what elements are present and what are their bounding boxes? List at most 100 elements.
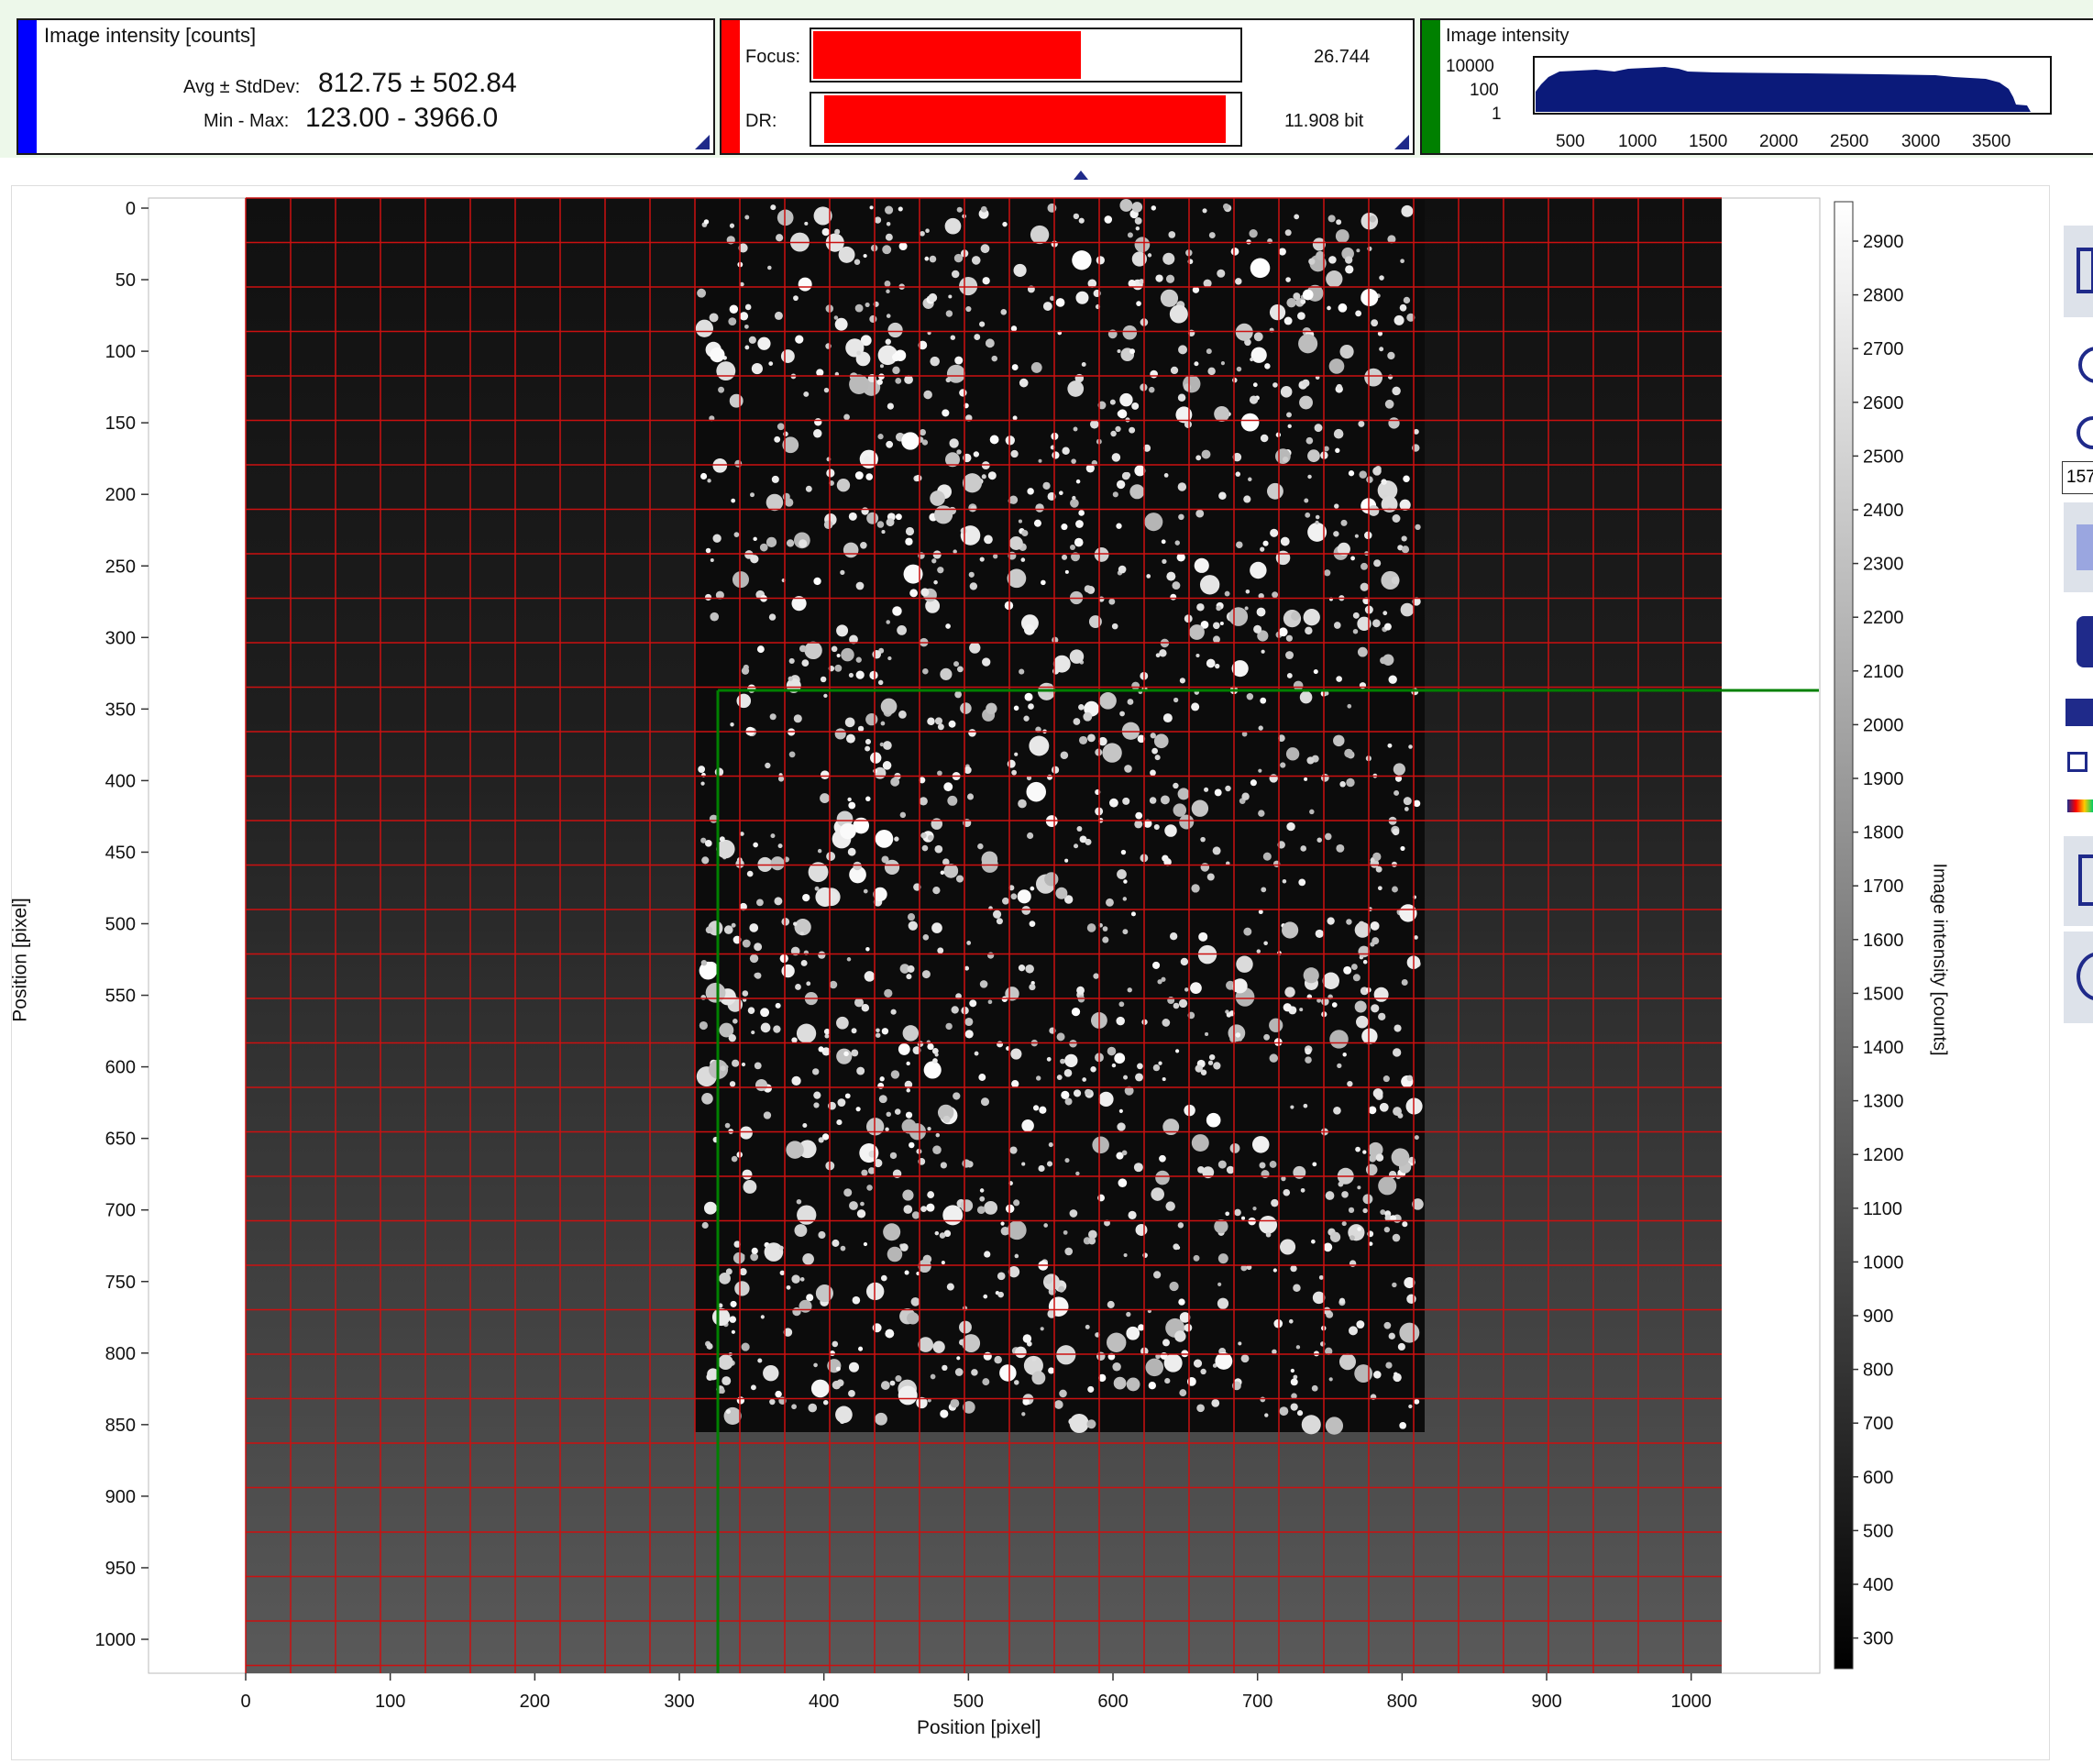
speckle-dot	[1269, 304, 1286, 321]
speckle-dot	[1168, 231, 1176, 238]
speckle-dot	[733, 1240, 741, 1248]
speckle-dot	[1093, 973, 1099, 979]
speckle-dot	[788, 751, 796, 758]
speckle-dot	[1011, 1079, 1019, 1088]
speckle-dot	[1176, 553, 1185, 562]
speckle-dot	[1180, 957, 1189, 966]
speckle-dot	[855, 670, 865, 679]
speckle-dot	[1162, 558, 1167, 565]
speckle-dot	[980, 1097, 990, 1107]
speckle-dot	[1206, 348, 1212, 355]
speckle-dot	[884, 281, 891, 287]
expand-corner-icon[interactable]	[695, 135, 710, 149]
snapshot-button[interactable]	[2064, 612, 2093, 704]
speckle-dot	[1226, 1165, 1235, 1174]
layout-grid-button[interactable]	[2064, 226, 2093, 317]
speckle-dot	[1369, 215, 1376, 223]
speckle-dot	[1368, 504, 1380, 516]
focus-bar	[810, 28, 1242, 83]
x-tick-label: 200	[520, 1692, 550, 1712]
speckle-dot	[806, 981, 811, 987]
speckle-dot	[892, 353, 901, 362]
speckle-dot	[1335, 229, 1349, 243]
speckle-dot	[1191, 1134, 1209, 1152]
speckle-dot	[920, 588, 930, 597]
speckle-dot	[1104, 215, 1113, 224]
speckle-dot	[1041, 579, 1046, 586]
zoom-in-button[interactable]	[2064, 334, 2093, 407]
speckle-dot	[1027, 832, 1034, 840]
focus-dr-panel[interactable]: Focus: 26.744 DR: 11.908 bit	[720, 18, 1415, 155]
x-axis-ticks: 0 100 200 300 400 500 600 700 800 900 1000	[240, 1673, 1712, 1712]
speckle-dot	[1307, 522, 1327, 542]
speckle-dot	[1161, 539, 1166, 545]
speckle-dot	[1299, 1008, 1304, 1012]
intensity-stats-panel[interactable]: Image intensity [counts] Avg ± StdDev: 8…	[17, 18, 715, 155]
speckle-dot	[1104, 1219, 1110, 1227]
speckle-dot	[1400, 259, 1405, 264]
speckle-dot	[1163, 1353, 1183, 1373]
speckle-dot	[945, 310, 953, 317]
y-tick-label: 750	[105, 1273, 136, 1293]
speckle-dot	[902, 1025, 920, 1042]
speckle-dot	[1213, 1062, 1221, 1070]
speckle-dot	[945, 452, 961, 468]
speckle-dot	[940, 1409, 949, 1418]
collapse-panels-icon[interactable]	[1074, 171, 1088, 180]
speckle-dot	[1305, 1056, 1312, 1064]
speckle-dot	[937, 770, 942, 777]
speckle-dot	[1172, 581, 1181, 590]
speckle-dot	[1286, 412, 1292, 418]
speckle-dot	[953, 1092, 961, 1100]
colorbar-tick-label: 2200	[1863, 608, 1904, 628]
speckle-dot	[1240, 1216, 1246, 1220]
zoom-level-field[interactable]: 157	[2062, 461, 2093, 494]
speckle-dot	[898, 206, 903, 212]
speckle-dot	[1173, 1243, 1180, 1251]
expand-corner-icon[interactable]	[1394, 135, 1409, 149]
speckle-dot	[1129, 426, 1136, 434]
speckle-dot	[921, 439, 929, 446]
colorbar[interactable]	[1834, 201, 1854, 1670]
speckle-dot	[1126, 1377, 1140, 1392]
speckle-dot	[879, 364, 884, 369]
navigate-back-button[interactable]	[2064, 502, 2093, 592]
speckle-dot	[966, 941, 972, 945]
colorbar-tick-label: 1300	[1863, 1092, 1904, 1112]
speckle-dot	[1079, 835, 1087, 843]
speckle-dot	[946, 364, 965, 383]
speckle-dot	[931, 922, 942, 933]
export-button[interactable]	[2064, 836, 2093, 926]
speckle-dot	[1349, 1326, 1358, 1336]
speckle-dot	[1207, 1060, 1214, 1065]
speckle-dot	[1108, 798, 1118, 808]
speckle-dot	[1218, 491, 1227, 500]
speckle-dot	[1111, 1063, 1117, 1068]
speckle-dot	[1267, 482, 1283, 500]
speckle-dot	[964, 766, 972, 775]
speckle-dot	[701, 856, 710, 865]
speckle-dot	[942, 1205, 964, 1226]
speckle-dot	[1013, 705, 1019, 711]
histogram-panel[interactable]: Image intensity 10000 100 1 500 1000 150…	[1420, 18, 2093, 155]
speckle-dot	[1252, 1207, 1257, 1211]
max-capture-button[interactable]	[2064, 739, 2093, 777]
speckle-dot	[865, 302, 870, 307]
zoom-out-button[interactable]	[2064, 413, 2093, 454]
speckle-dot	[1154, 755, 1161, 761]
speckle-dot	[697, 288, 707, 298]
info-button[interactable]	[2064, 932, 2093, 1023]
palette-button[interactable]	[2064, 787, 2093, 823]
speckle-dot	[865, 745, 871, 752]
speckle-dot	[1196, 603, 1205, 612]
speckle-dot	[1272, 1268, 1277, 1273]
speckle-dot	[1311, 1239, 1316, 1244]
speckle-dot	[863, 253, 867, 259]
speckle-dot	[1357, 616, 1371, 631]
speckle-dot	[765, 762, 771, 769]
speckle-dot	[1358, 921, 1365, 928]
max-overlay-button[interactable]	[2064, 695, 2093, 732]
speckle-dot	[1356, 248, 1360, 253]
speckle-dot	[997, 1041, 1004, 1048]
